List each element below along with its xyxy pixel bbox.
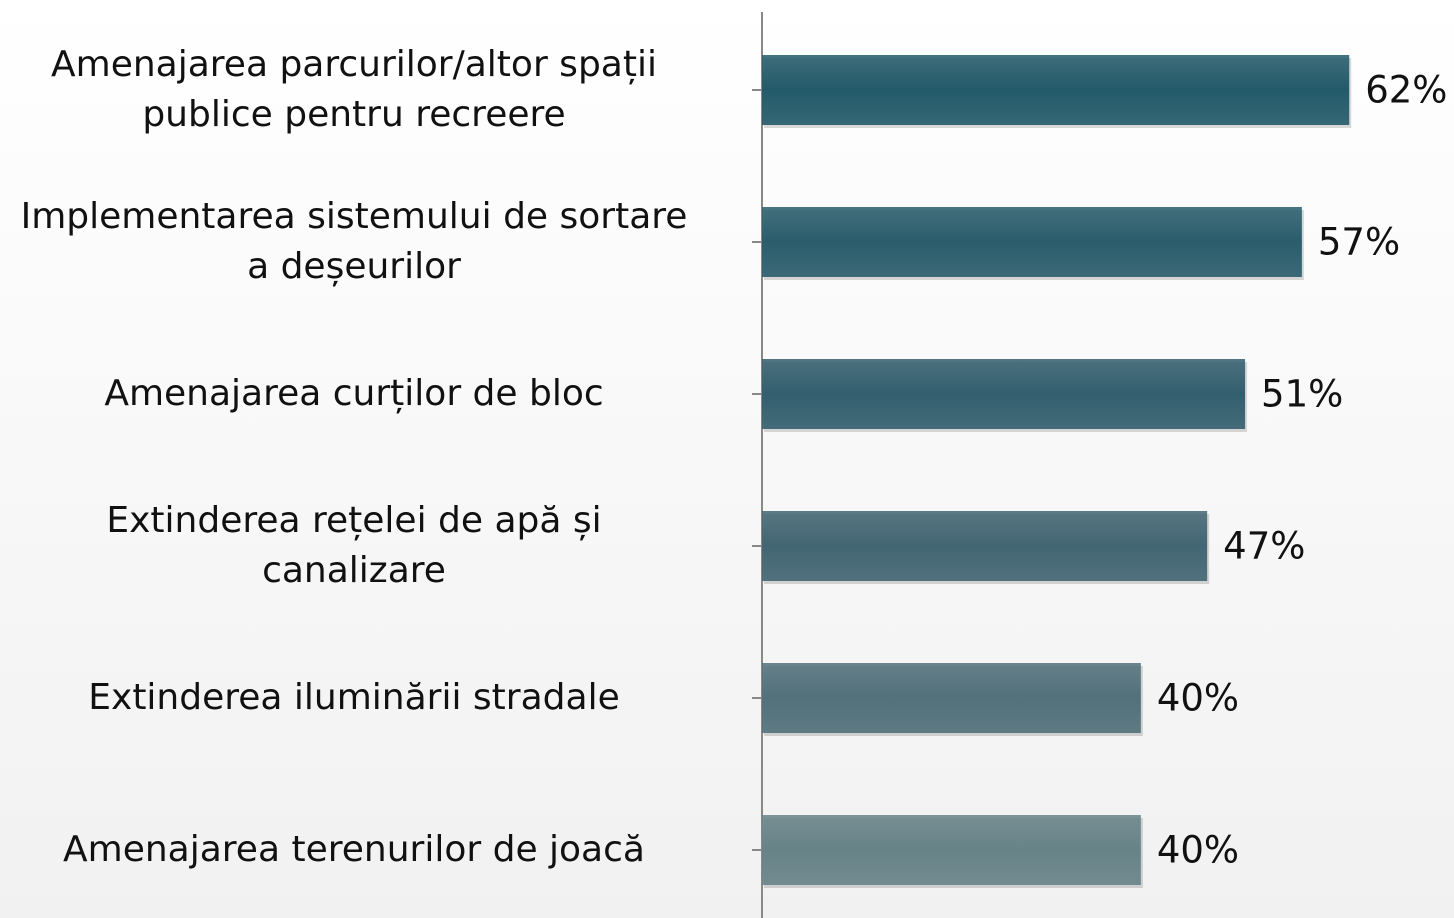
bar — [762, 359, 1246, 429]
category-label: Amenajarea curților de bloc — [104, 373, 604, 414]
category-label: Extinderea iluminării stradale — [88, 677, 620, 718]
value-label: 51% — [1261, 373, 1343, 416]
value-label: 40% — [1157, 677, 1239, 720]
value-label: 57% — [1318, 221, 1400, 264]
bar — [762, 663, 1141, 733]
category-label: Extinderea rețelei de apă și canalizare — [106, 500, 602, 591]
bar — [762, 207, 1302, 277]
value-label: 40% — [1157, 829, 1239, 872]
bar — [762, 511, 1208, 581]
category-label: Amenajarea parcurilor/altor spații publi… — [51, 44, 657, 135]
value-label: 62% — [1365, 69, 1447, 112]
bar — [762, 55, 1350, 125]
value-label: 47% — [1223, 525, 1305, 568]
category-label: Amenajarea terenurilor de joacă — [63, 829, 645, 870]
category-label: Implementarea sistemului de sortare a de… — [20, 196, 688, 287]
bar — [762, 815, 1141, 885]
